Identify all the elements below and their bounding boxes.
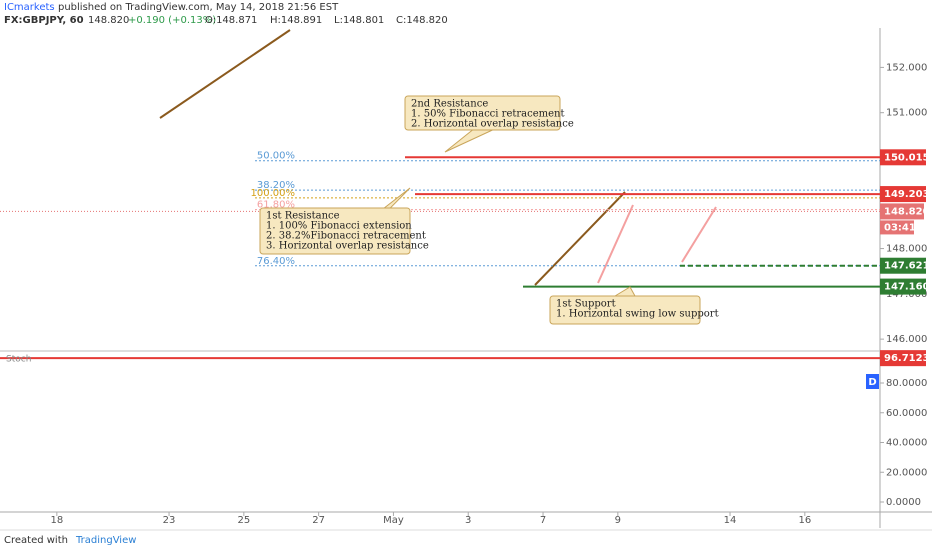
fib-label: 76.40% xyxy=(257,256,295,267)
indicator-label: Stoch xyxy=(6,355,31,365)
y-tick-label: 40.0000 xyxy=(886,438,927,449)
level-label: 149.203 xyxy=(884,189,930,200)
change: +0.190 (+0.13%) xyxy=(128,15,216,26)
x-tick-label: 18 xyxy=(50,515,63,526)
level-tag xyxy=(880,278,926,295)
x-tick-label: 3 xyxy=(465,515,471,526)
y-tick-label: 20.0000 xyxy=(886,467,927,478)
y-tick-label: 80.0000 xyxy=(886,378,927,389)
footer-brand[interactable]: TradingView xyxy=(75,535,136,546)
countdown-label: 03:41 xyxy=(884,222,916,233)
x-tick-label: 9 xyxy=(615,515,621,526)
callout-box xyxy=(404,95,561,131)
x-tick-label: 7 xyxy=(540,515,546,526)
callout-text: 3. Horizontal overlap resistance xyxy=(266,241,429,252)
trend-arrows xyxy=(159,29,717,286)
ohlc-open: O:148.871 xyxy=(205,15,257,26)
x-tick-label: 25 xyxy=(237,515,250,526)
x-tick-label: May xyxy=(383,515,404,526)
callout-box xyxy=(259,207,411,255)
x-tick-label: 14 xyxy=(724,515,737,526)
y-tick-label: 0.0000 xyxy=(886,497,921,508)
current-price-label: 148.820 xyxy=(884,206,930,217)
fib-label: 38.20% xyxy=(257,180,295,191)
level-label: 147.621 xyxy=(884,261,930,272)
y-tick-label: 151.000 xyxy=(886,108,927,119)
ohlc-low: L:148.801 xyxy=(334,15,384,26)
callout-text: 2. Horizontal overlap resistance xyxy=(411,119,574,130)
level-tag xyxy=(880,350,926,367)
author[interactable]: ICmarkets xyxy=(4,2,55,13)
level-label: 96.7123 xyxy=(884,353,930,364)
arrow xyxy=(534,191,626,286)
callout-pointer xyxy=(614,286,636,297)
callout-text: 1. Horizontal swing low support xyxy=(556,309,719,320)
y-tick-label: 152.000 xyxy=(886,62,927,73)
countdown-tag xyxy=(880,220,914,235)
level-tag xyxy=(880,186,926,203)
published: published on TradingView.com, May 14, 20… xyxy=(58,2,339,13)
ohlc-high: H:148.891 xyxy=(270,15,322,26)
y-tick-label: 60.0000 xyxy=(886,408,927,419)
footer-created: Created with xyxy=(4,535,68,546)
ohlc-close: C:148.820 xyxy=(396,15,448,26)
arrow xyxy=(597,204,634,284)
fib-label: 50.00% xyxy=(257,151,295,162)
callout-pointer xyxy=(444,129,493,153)
callout-box xyxy=(549,295,701,325)
current-price-tag xyxy=(880,203,924,220)
arrow xyxy=(681,206,717,263)
callout-text: 2nd Resistance xyxy=(411,99,488,110)
level-label: 150.015 xyxy=(884,152,930,163)
x-tick-label: 16 xyxy=(798,515,811,526)
y-tick-label: 146.000 xyxy=(886,334,927,345)
y-tick-label: 148.000 xyxy=(886,244,927,255)
x-tick-label: 27 xyxy=(312,515,325,526)
fib-label: 61.80% xyxy=(257,200,295,211)
indicator-badge-label: D xyxy=(868,377,876,388)
x-tick-label: 23 xyxy=(163,515,176,526)
callout-text: 1st Support xyxy=(556,299,616,310)
callout-text: 1. 100% Fibonacci extension xyxy=(266,221,412,232)
arrow xyxy=(159,29,291,119)
level-tag xyxy=(880,257,926,274)
indicator-badge xyxy=(866,374,879,389)
fib-label: 100.00% xyxy=(251,188,296,199)
callout-text: 1st Resistance xyxy=(266,211,340,222)
symbol: FX:GBPJPY, 60 xyxy=(4,15,84,26)
level-tag xyxy=(880,149,926,166)
callout-text: 2. 38.2%Fibonacci retracement xyxy=(266,231,426,242)
callout-text: 1. 50% Fibonacci retracement xyxy=(411,109,565,120)
level-label: 147.160 xyxy=(884,282,930,293)
last-price: 148.820 xyxy=(88,15,129,26)
